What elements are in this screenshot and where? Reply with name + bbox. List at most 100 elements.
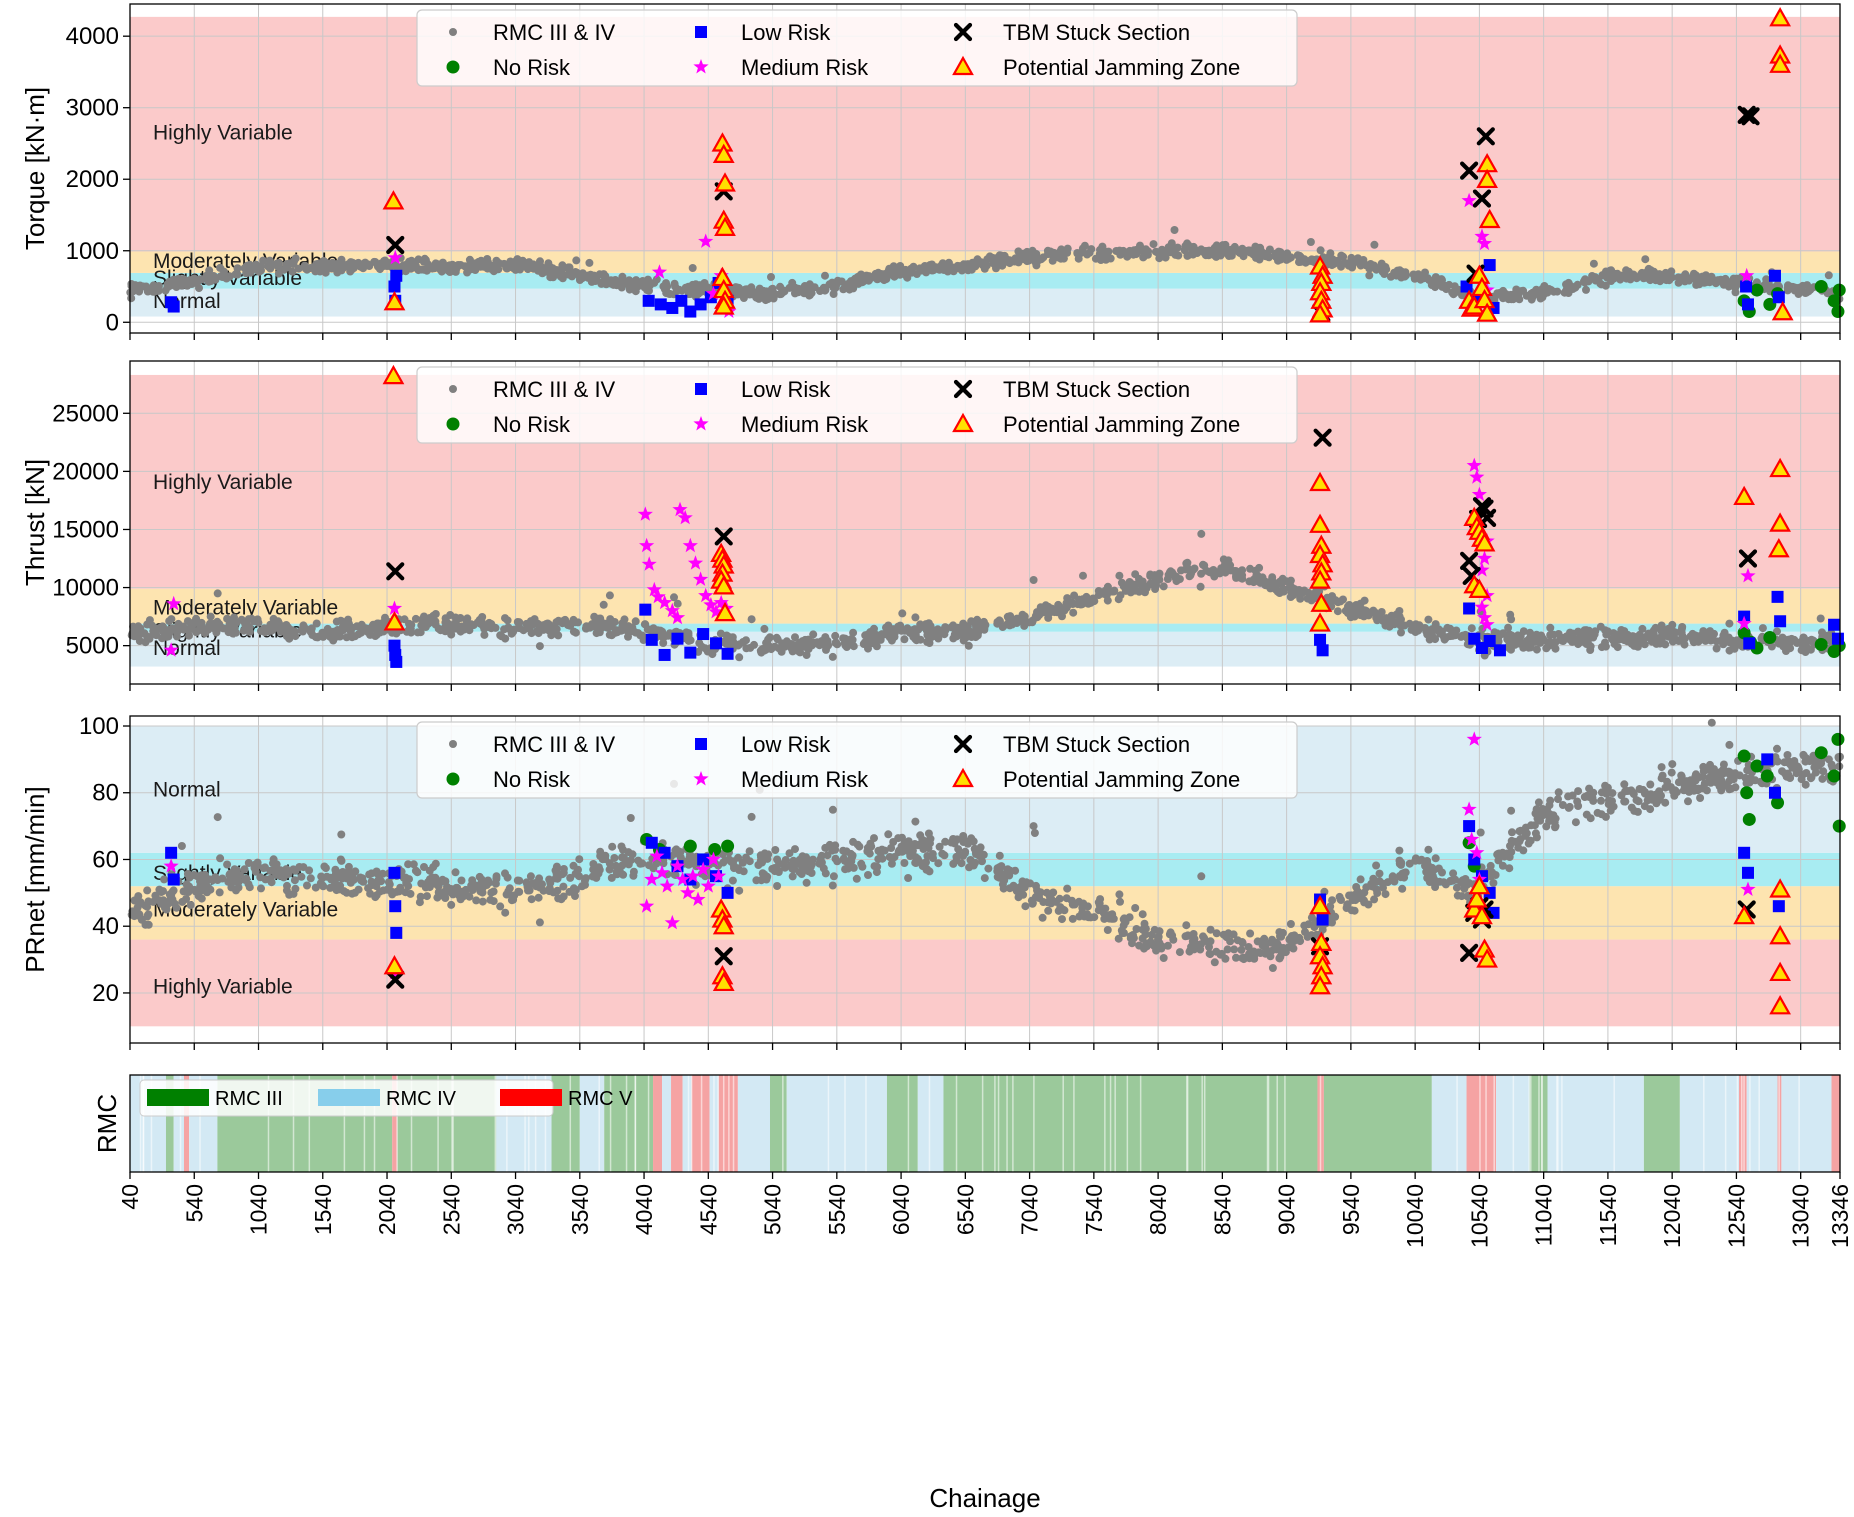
- data-point: [206, 276, 215, 285]
- data-point: [1431, 620, 1440, 629]
- data-point: [1115, 571, 1124, 580]
- data-point: [1646, 780, 1655, 789]
- data-point: [626, 856, 635, 865]
- data-point: [1761, 279, 1770, 288]
- data-point: [135, 637, 144, 645]
- data-point: [1684, 274, 1693, 283]
- data-point: [631, 628, 640, 637]
- green-circle-marker: [446, 772, 460, 786]
- data-point: [404, 860, 413, 869]
- data-point: [683, 839, 697, 853]
- data-point: [848, 853, 857, 862]
- data-point: [1151, 585, 1160, 593]
- data-point: [390, 269, 403, 282]
- data-point: [1831, 732, 1845, 746]
- data-point: [1135, 941, 1144, 950]
- data-point: [1507, 645, 1515, 654]
- x-tick-label: 13040: [1788, 1184, 1814, 1248]
- x-tick-label: 4040: [631, 1184, 657, 1235]
- data-point: [750, 640, 758, 649]
- data-point: [1116, 897, 1124, 906]
- data-point: [165, 617, 174, 626]
- data-point: [1772, 900, 1785, 913]
- y-axis-label: Torque [kN·m]: [20, 87, 50, 250]
- data-point: [871, 635, 880, 644]
- data-point: [388, 639, 401, 652]
- data-point: [1372, 861, 1381, 870]
- data-point: [267, 878, 276, 887]
- data-point: [1571, 818, 1580, 827]
- data-point: [143, 912, 152, 921]
- data-point: [1597, 643, 1606, 652]
- data-point: [821, 271, 829, 280]
- rmc-stripe: [713, 1075, 715, 1172]
- data-point: [927, 260, 936, 269]
- y-axis-label: RMC: [92, 1094, 122, 1153]
- data-point: [1467, 624, 1476, 633]
- data-point: [565, 263, 574, 272]
- data-point: [163, 642, 179, 657]
- rmc-stripe: [1104, 1075, 1106, 1172]
- data-point: [1309, 255, 1318, 264]
- rmc-stripe: [782, 1075, 784, 1172]
- data-point: [620, 615, 629, 624]
- data-point: [411, 614, 420, 623]
- y-tick-label: 0: [106, 309, 119, 336]
- rmc-stripe: [1126, 1075, 1129, 1172]
- data-point: [1454, 285, 1463, 294]
- data-point: [559, 270, 568, 279]
- data-point: [1453, 891, 1462, 900]
- data-point: [995, 251, 1004, 260]
- data-point: [1168, 246, 1177, 255]
- data-point: [1023, 257, 1031, 266]
- data-point: [1395, 856, 1404, 865]
- data-point: [1109, 914, 1118, 923]
- data-point: [1827, 769, 1841, 783]
- data-point: [835, 277, 844, 286]
- data-point: [654, 298, 667, 311]
- data-point: [1526, 628, 1534, 637]
- data-point: [671, 282, 680, 291]
- rmc-stripe: [1203, 1075, 1206, 1172]
- data-point: [1068, 914, 1077, 923]
- data-point: [159, 896, 168, 905]
- data-point: [385, 880, 394, 889]
- x-tick-label: 8540: [1209, 1184, 1235, 1235]
- data-point: [1392, 618, 1401, 627]
- data-point: [1712, 644, 1721, 653]
- data-point: [695, 639, 704, 648]
- band-label: Moderately Variable: [153, 899, 338, 922]
- data-point: [1169, 935, 1178, 944]
- data-point: [1476, 235, 1493, 251]
- data-point: [1379, 883, 1387, 892]
- rmc-stripe: [1703, 1075, 1705, 1172]
- data-point: [1365, 271, 1374, 280]
- data-point: [1591, 627, 1600, 636]
- data-point: [1772, 291, 1785, 304]
- rmc-stripe: [1613, 1075, 1615, 1172]
- data-point: [445, 261, 454, 270]
- data-point: [1094, 254, 1103, 263]
- rmc-stripe: [994, 1075, 996, 1172]
- data-point: [788, 872, 797, 881]
- band-label: Moderately Variable: [153, 596, 338, 619]
- data-point: [688, 264, 697, 272]
- data-point: [1580, 277, 1588, 286]
- data-point: [1738, 846, 1751, 859]
- blue-square-marker: [695, 383, 707, 395]
- data-point: [381, 613, 389, 622]
- data-point: [999, 884, 1008, 893]
- data-point: [1360, 596, 1369, 605]
- data-point: [477, 879, 486, 888]
- data-point: [608, 842, 617, 851]
- data-point: [1409, 270, 1418, 279]
- band-label: Normal: [153, 778, 221, 801]
- data-point: [896, 621, 905, 630]
- data-point: [1448, 288, 1457, 297]
- data-point: [1519, 846, 1528, 855]
- data-point: [1720, 628, 1729, 637]
- data-point: [1058, 915, 1066, 924]
- data-point: [802, 651, 811, 659]
- data-point: [1621, 797, 1630, 806]
